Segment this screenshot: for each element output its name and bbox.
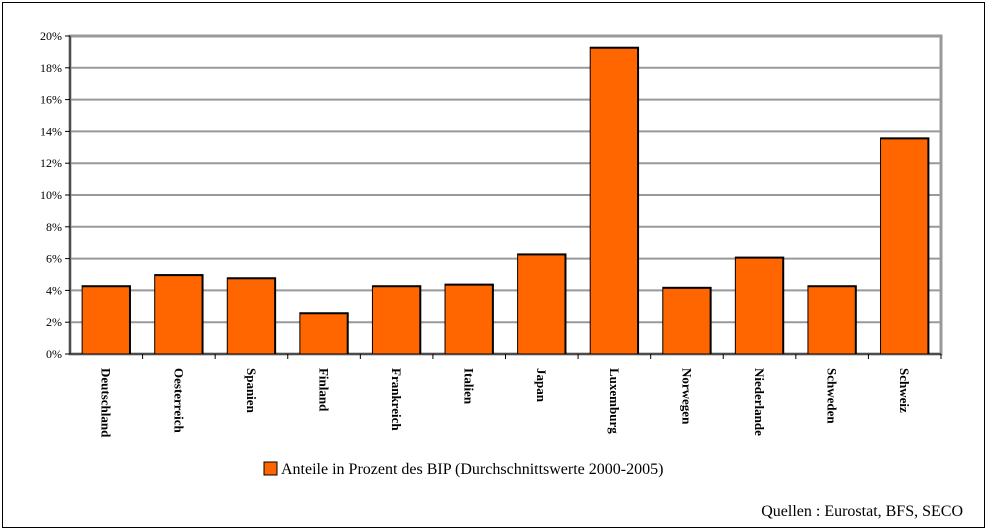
- bar-chart: 0% 2% 4% 6% 8% 10% 12% 14% 16% 18% 20% Deutschland…: [40, 29, 963, 520]
- legend-swatch: [263, 461, 278, 476]
- y-tick-label: 0%: [46, 347, 62, 361]
- x-category-label: Oesterreich: [171, 368, 186, 433]
- bar: [227, 279, 275, 354]
- x-category-label: Japan: [534, 368, 549, 403]
- y-axis-tick-labels: 0% 2% 4% 6% 8% 10% 12% 14% 16% 18% 20%: [40, 29, 62, 361]
- bar: [82, 287, 129, 354]
- y-tick-label: 12%: [40, 156, 62, 170]
- y-tick-label: 20%: [40, 29, 62, 43]
- bars: [69, 36, 942, 359]
- y-tick-label: 6%: [46, 252, 62, 266]
- bar: [881, 139, 928, 354]
- x-category-label: Spanien: [244, 368, 259, 414]
- bar: [445, 285, 492, 354]
- x-category-label: Schweiz: [897, 368, 912, 413]
- y-tick-label: 18%: [40, 61, 62, 75]
- x-category-label: Norwegen: [679, 368, 694, 425]
- x-category-label: Italien: [462, 368, 477, 405]
- bar: [663, 288, 710, 354]
- bar: [518, 255, 565, 354]
- x-category-label: Niederlande: [752, 368, 767, 436]
- y-tick-label: 4%: [46, 283, 62, 297]
- source-note: Quellen : Eurostat, BFS, SECO: [761, 503, 963, 520]
- x-category-label: Frankreich: [389, 368, 404, 431]
- y-tick-label: 8%: [46, 220, 62, 234]
- bar: [372, 287, 420, 354]
- category-labels: Deutschland Oesterreich Spanien Finland Fran…: [99, 368, 912, 438]
- bar: [808, 287, 855, 354]
- y-tick-label: 2%: [46, 315, 62, 329]
- legend-label: Anteile in Prozent des BIP (Durchschnitt…: [281, 461, 663, 478]
- legend: Anteile in Prozent des BIP (Durchschnitt…: [263, 461, 663, 478]
- bar: [590, 48, 638, 354]
- y-tick-label: 16%: [40, 93, 62, 107]
- gridlines: [65, 35, 941, 355]
- bar: [300, 314, 347, 354]
- bar: [155, 276, 202, 354]
- x-category-label: Deutschland: [99, 368, 114, 438]
- x-category-label: Finland: [316, 368, 331, 412]
- x-category-label: Schweden: [825, 368, 840, 424]
- y-tick-label: 14%: [40, 124, 62, 138]
- y-tick-label: 10%: [40, 188, 62, 202]
- bar: [735, 258, 783, 354]
- x-category-label: Luxemburg: [607, 368, 622, 434]
